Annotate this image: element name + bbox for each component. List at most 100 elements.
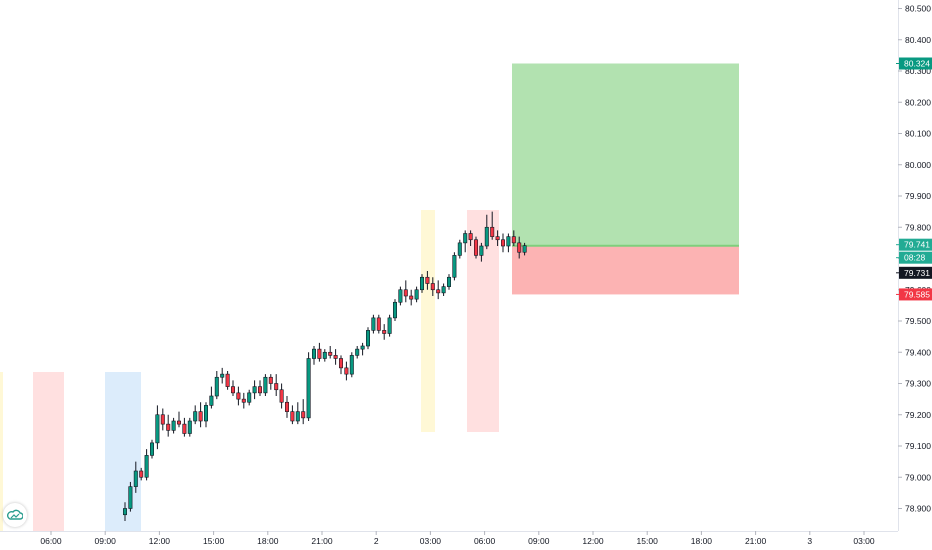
candle — [160, 408, 165, 431]
current-price-tag-bg — [899, 238, 932, 251]
bearish-candle-body — [344, 367, 349, 375]
countdown-price-label: 08:28 — [904, 253, 926, 263]
time-tick-label: 06:00 — [474, 536, 496, 546]
bullish-candle-body — [144, 455, 149, 478]
candle — [360, 342, 365, 356]
session-highlight-band — [467, 210, 499, 432]
time-tick-label: 06:00 — [40, 536, 62, 546]
price-tick-label: 80.500 — [905, 4, 931, 14]
bearish-candle-body — [317, 348, 322, 359]
candle — [171, 417, 176, 434]
candle — [495, 230, 500, 246]
bullish-candle-body — [193, 411, 198, 422]
candle — [522, 242, 527, 256]
candle — [144, 449, 149, 481]
stop-price-label: 79.585 — [904, 289, 930, 299]
candle — [511, 230, 516, 246]
bullish-candle-body — [392, 301, 397, 319]
current-price-label: 79.741 — [904, 240, 930, 250]
stop-price-tag: 79.585 — [896, 288, 932, 301]
cloud-logo-icon — [7, 509, 23, 520]
bullish-candle-body — [123, 508, 128, 516]
candle — [247, 389, 252, 406]
bearish-candle-body — [177, 420, 182, 425]
candle — [322, 349, 327, 362]
price-tick-label: 80.400 — [905, 35, 931, 45]
crosshair-price-label: 79.731 — [904, 268, 930, 278]
candle — [338, 355, 343, 375]
candle — [490, 211, 495, 240]
candle — [479, 242, 484, 262]
bearish-candle-body — [430, 283, 435, 291]
candle — [279, 383, 284, 409]
bullish-candle-body — [506, 236, 511, 247]
bullish-candle-body — [360, 345, 365, 350]
long-position-tool[interactable] — [512, 63, 739, 295]
time-tick-label: 09:00 — [95, 536, 117, 546]
candle — [209, 386, 214, 409]
time-axis[interactable]: 06:00 09:00 12:00 15:00 18:00 21:00 2 03:00 06:0… — [40, 531, 875, 546]
bullish-candle-body — [295, 411, 300, 422]
candle — [430, 277, 435, 296]
bearish-candle-body — [425, 276, 430, 284]
bearish-candle-body — [284, 401, 289, 412]
candle — [436, 280, 441, 300]
candle — [133, 461, 138, 493]
session-highlight-band — [0, 372, 3, 531]
current-price-tag: 79.741 — [896, 238, 932, 251]
bearish-candle-body — [139, 470, 144, 478]
tradingview-logo[interactable] — [3, 503, 27, 527]
profit-zone — [512, 63, 739, 246]
candle — [425, 271, 430, 290]
bearish-candle-body — [198, 411, 203, 422]
bullish-candle-body — [187, 420, 192, 434]
stop-price-tag-bg — [899, 288, 932, 301]
candle — [220, 367, 225, 384]
candle — [166, 414, 171, 437]
bullish-candle-body — [247, 392, 252, 403]
bullish-candle-body — [150, 442, 155, 456]
candle — [295, 402, 300, 425]
price-tick-label: 79.300 — [905, 379, 931, 389]
candle — [268, 374, 273, 390]
candle — [198, 402, 203, 428]
candle — [517, 236, 522, 259]
candle — [349, 352, 354, 378]
candle — [290, 405, 295, 425]
candle — [468, 230, 473, 246]
bullish-candle-body — [484, 226, 489, 247]
crosshair-price-tag-bg — [899, 266, 932, 279]
candle — [150, 439, 155, 459]
bearish-candle-body — [301, 411, 306, 419]
bullish-candle-body — [209, 395, 214, 406]
candle — [252, 380, 257, 400]
bullish-candle-body — [479, 245, 484, 256]
bullish-candle-body — [128, 486, 133, 509]
candle — [328, 346, 333, 359]
candle — [355, 346, 360, 359]
bullish-candle-body — [133, 470, 138, 487]
price-tick-label: 79.800 — [905, 222, 931, 232]
bearish-candle-body — [231, 386, 236, 394]
time-tick-label: 09:00 — [528, 536, 550, 546]
candle — [344, 361, 349, 381]
candle — [371, 314, 376, 334]
bullish-candle-body — [204, 405, 209, 422]
price-tick-label: 79.200 — [905, 410, 931, 420]
candle — [463, 230, 468, 253]
bullish-candle-body — [155, 414, 160, 444]
candle — [506, 233, 511, 253]
time-tick-label: 18:00 — [691, 536, 713, 546]
price-tick-label: 80.000 — [905, 160, 931, 170]
candle — [225, 371, 230, 390]
price-tick-label: 80.200 — [905, 97, 931, 107]
countdown-price-tag-bg — [899, 251, 932, 264]
candle — [155, 405, 160, 450]
candle — [128, 481, 133, 512]
time-tick-label: 15:00 — [637, 536, 659, 546]
price-tick-label: 79.000 — [905, 472, 931, 482]
bearish-candle-body — [257, 386, 262, 394]
candle — [274, 374, 279, 396]
price-tick-label: 78.900 — [905, 504, 931, 514]
